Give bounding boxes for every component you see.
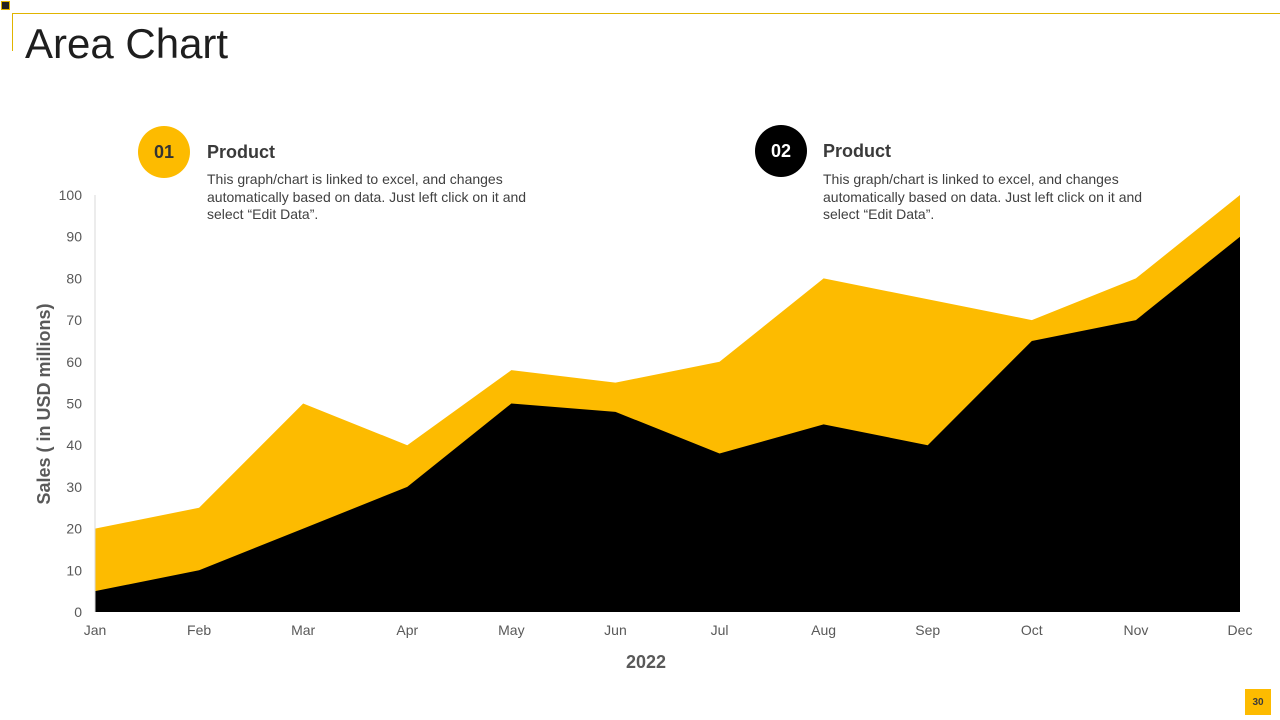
x-tick-label: Oct <box>1021 622 1043 638</box>
legend-description-02: This graph/chart is linked to excel, and… <box>823 171 1143 222</box>
corner-decoration <box>1 1 10 10</box>
x-tick-label: Sep <box>915 622 940 638</box>
y-tick-label: 100 <box>59 187 83 203</box>
x-tick-label: Mar <box>291 622 315 638</box>
x-tick-label: Jun <box>604 622 627 638</box>
y-tick-label: 30 <box>66 479 82 495</box>
x-tick-label: Jul <box>711 622 729 638</box>
y-tick-label: 60 <box>66 354 82 370</box>
legend-badge-01: 01 <box>138 126 190 178</box>
y-axis-title: Sales ( in USD millions) <box>34 303 54 504</box>
page-title: Area Chart <box>25 20 229 67</box>
x-tick-label: Aug <box>811 622 836 638</box>
legend-heading-02: Product <box>823 141 892 161</box>
x-tick-label: Dec <box>1228 622 1253 638</box>
y-tick-label: 40 <box>66 437 82 453</box>
y-tick-label: 50 <box>66 396 82 412</box>
y-tick-label: 80 <box>66 270 82 286</box>
x-tick-label: Nov <box>1123 622 1148 638</box>
title-accent-rule <box>12 13 13 51</box>
x-tick-label: Feb <box>187 622 211 638</box>
x-tick-label: Jan <box>84 622 107 638</box>
y-tick-label: 10 <box>66 562 82 578</box>
y-tick-label: 0 <box>74 604 82 620</box>
legend-description-01: This graph/chart is linked to excel, and… <box>207 171 527 222</box>
x-tick-label: Apr <box>396 622 418 638</box>
legend-heading-01: Product <box>207 142 276 162</box>
y-tick-label: 70 <box>66 312 82 328</box>
x-axis-title: 2022 <box>626 652 666 672</box>
y-tick-label: 90 <box>66 229 82 245</box>
legend-badge-02: 02 <box>755 125 807 177</box>
y-tick-label: 20 <box>66 521 82 537</box>
header-rule <box>12 13 1280 14</box>
x-tick-label: May <box>498 622 524 638</box>
page-number: 30 <box>1245 689 1271 715</box>
area-series-2 <box>95 236 1240 612</box>
